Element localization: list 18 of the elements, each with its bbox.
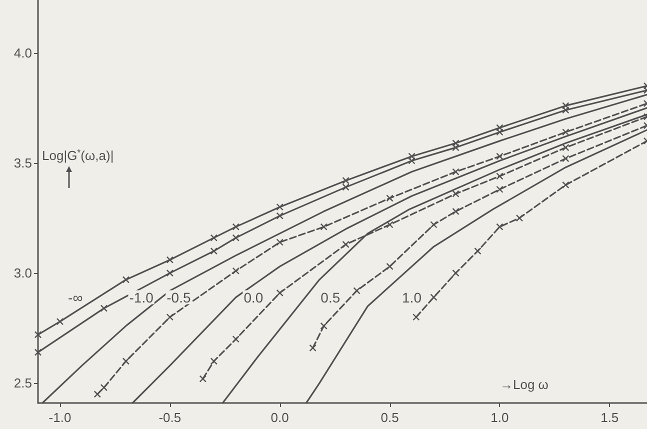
x-tick-label: 1.0 xyxy=(490,410,509,425)
y-axis-title: Log|G*(ω,a)| xyxy=(42,148,114,163)
annotation: -0.5 xyxy=(166,289,191,306)
y-tick-label: 2.5 xyxy=(14,376,32,391)
annotation: -1.0 xyxy=(129,289,154,306)
y-tick-label: 3.5 xyxy=(14,155,32,170)
x-axis-title: →Log ω xyxy=(500,377,548,392)
x-tick-label: 0.5 xyxy=(380,410,399,425)
annotation: 0.5 xyxy=(320,289,340,306)
y-tick-label: 4.0 xyxy=(14,45,32,60)
annotation: 0.0 xyxy=(244,289,264,306)
x-tick-label: -1.0 xyxy=(48,410,72,425)
annotation: 1.0 xyxy=(402,289,422,306)
y-tick-label: 3.0 xyxy=(14,266,32,281)
x-tick-label: 1.5 xyxy=(600,410,619,425)
x-tick-label: -0.5 xyxy=(158,410,182,425)
x-tick-label: 0.0 xyxy=(270,410,289,425)
annotation: -∞ xyxy=(68,289,83,306)
